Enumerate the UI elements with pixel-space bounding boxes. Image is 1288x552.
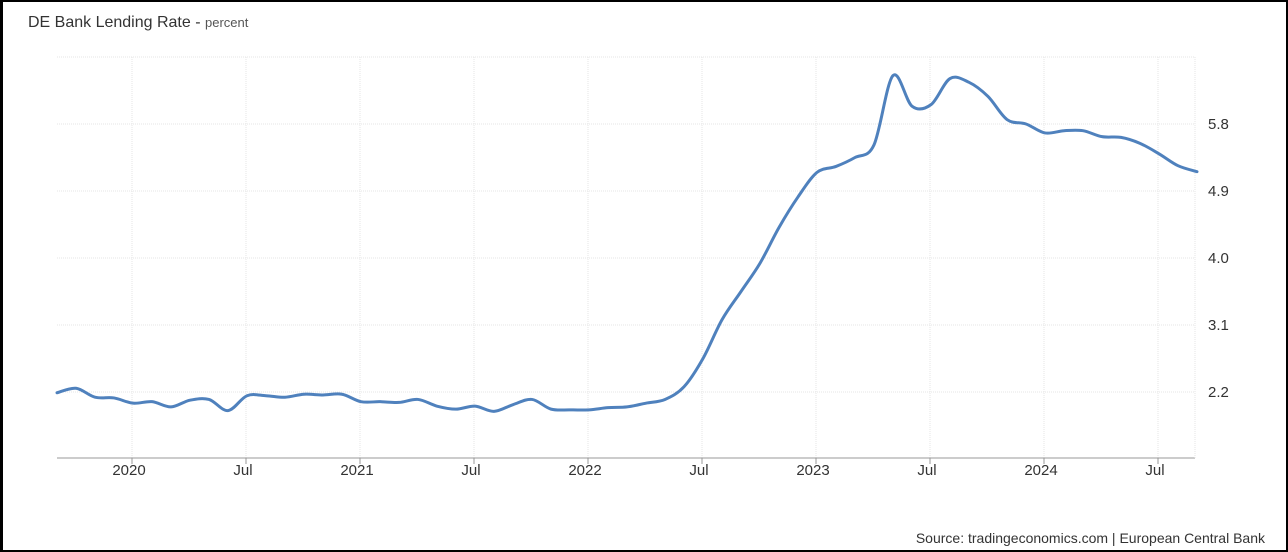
data-point <box>1026 124 1027 125</box>
data-point <box>1121 137 1122 138</box>
data-point <box>247 395 248 396</box>
series-line <box>55 73 1199 413</box>
chart-title: DE Bank Lending Rate - percent <box>28 14 249 31</box>
data-point <box>304 394 305 395</box>
data-point <box>589 409 590 410</box>
data-point <box>418 399 419 400</box>
x-tick-label: 2022 <box>568 462 601 479</box>
data-point <box>627 406 628 407</box>
data-point <box>969 82 970 83</box>
x-axis-ticks: 2020 Jul 2021 Jul 2022 Jul 2023 Jul 2024 Jul <box>112 462 1164 479</box>
data-point <box>1197 171 1198 172</box>
title-unit: percent <box>205 15 249 30</box>
y-tick-label: 2.2 <box>1208 384 1229 401</box>
y-tick-label: 4.0 <box>1208 250 1229 267</box>
data-point <box>931 104 932 105</box>
data-point <box>912 106 913 107</box>
data-point <box>665 399 666 400</box>
data-point <box>266 395 267 396</box>
data-point <box>76 388 77 389</box>
data-point <box>361 401 362 402</box>
data-point <box>703 358 704 359</box>
axes <box>57 57 1196 464</box>
data-point <box>760 263 761 264</box>
data-point <box>646 403 647 404</box>
y-tick-label: 3.1 <box>1208 317 1229 334</box>
data-point <box>1083 130 1084 131</box>
gridlines <box>57 56 1195 458</box>
data-point <box>855 157 856 158</box>
data-point <box>798 196 799 197</box>
x-tick-label: Jul <box>917 462 936 479</box>
data-point <box>779 227 780 228</box>
data-point <box>608 407 609 408</box>
data-point <box>1045 132 1046 133</box>
data-point <box>399 402 400 403</box>
title-text: DE Bank Lending Rate <box>28 14 191 31</box>
x-tick-label: Jul <box>233 462 252 479</box>
data-point <box>171 406 172 407</box>
data-point <box>532 399 533 400</box>
data-point <box>817 172 818 173</box>
data-point <box>456 409 457 410</box>
data-point <box>513 404 514 405</box>
y-tick-label: 5.8 <box>1208 116 1229 133</box>
data-point <box>570 409 571 410</box>
series-group <box>55 73 1199 413</box>
x-tick-label: Jul <box>689 462 708 479</box>
y-tick-label: 4.9 <box>1208 183 1229 200</box>
data-point <box>437 406 438 407</box>
data-point <box>380 401 381 402</box>
data-point <box>950 78 951 79</box>
y-axis-ticks: 2.2 3.1 4.0 4.9 5.8 <box>1208 116 1229 401</box>
data-point <box>114 397 115 398</box>
data-point <box>684 386 685 387</box>
data-point <box>988 96 989 97</box>
data-point <box>551 409 552 410</box>
data-point <box>494 411 495 412</box>
data-point <box>741 291 742 292</box>
data-point <box>133 403 134 404</box>
data-point <box>874 144 875 145</box>
data-point <box>1007 119 1008 120</box>
data-point <box>1140 143 1141 144</box>
data-point <box>1159 153 1160 154</box>
data-point <box>209 399 210 400</box>
data-point <box>228 410 229 411</box>
data-point <box>1102 136 1103 137</box>
x-tick-label: 2020 <box>112 462 145 479</box>
data-point <box>475 406 476 407</box>
data-point <box>1178 165 1179 166</box>
data-point <box>285 397 286 398</box>
data-point <box>1064 130 1065 131</box>
data-point <box>190 400 191 401</box>
data-point <box>57 392 58 393</box>
x-tick-label: 2021 <box>340 462 373 479</box>
data-point <box>836 166 837 167</box>
data-point <box>722 319 723 320</box>
x-tick-label: 2023 <box>796 462 829 479</box>
x-tick-label: 2024 <box>1024 462 1057 479</box>
data-point <box>342 394 343 395</box>
data-point <box>893 75 894 76</box>
data-point <box>323 394 324 395</box>
x-tick-label: Jul <box>1145 462 1164 479</box>
source-note: Source: tradingeconomics.com | European … <box>915 530 1265 546</box>
data-point <box>95 397 96 398</box>
data-point <box>152 401 153 402</box>
x-tick-label: Jul <box>461 462 480 479</box>
